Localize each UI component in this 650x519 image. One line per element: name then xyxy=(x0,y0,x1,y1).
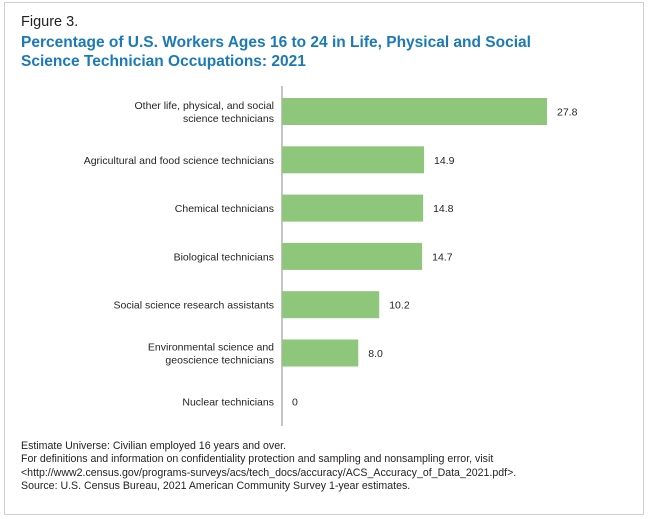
data-label: 0 xyxy=(292,396,298,408)
bar xyxy=(282,194,424,222)
category-label: Agricultural and food science technician… xyxy=(84,155,274,167)
figure-label: Figure 3. xyxy=(21,14,79,30)
category-label: Nuclear technicians xyxy=(182,396,274,408)
category-label: geoscience technicians xyxy=(165,355,274,367)
chart-title-line-1: Percentage of U.S. Workers Ages 16 to 24… xyxy=(21,34,531,51)
bar xyxy=(282,242,423,270)
chart-notes: Estimate Universe: Civilian employed 16 … xyxy=(21,440,516,494)
bar xyxy=(282,146,425,174)
chart-title: Percentage of U.S. Workers Ages 16 to 24… xyxy=(21,33,621,71)
category-label: Environmental science and xyxy=(148,342,274,354)
chart-title-line-2: Science Technician Occupations: 2021 xyxy=(21,53,306,70)
bar xyxy=(282,291,380,319)
category-label: Chemical technicians xyxy=(175,203,274,215)
bar-chart: 27.8 Other life, physical, and socialscie… xyxy=(84,86,578,426)
data-label: 27.8 xyxy=(557,107,578,119)
bar xyxy=(282,98,547,125)
category-label: science technicians xyxy=(183,113,274,125)
data-label: 14.8 xyxy=(433,203,454,215)
category-label: Social science research assistants xyxy=(114,300,275,312)
category-label: Other life, physical, and social xyxy=(135,100,274,112)
source-note: Source: U.S. Census Bureau, 2021 America… xyxy=(21,480,411,493)
data-label: 14.7 xyxy=(432,251,453,263)
bar xyxy=(282,339,359,367)
universe-note: Estimate Universe: Civilian employed 16 … xyxy=(21,440,286,452)
category-label: Biological technicians xyxy=(174,251,274,263)
data-label: 14.9 xyxy=(434,155,455,167)
definitions-note: For definitions and information on confi… xyxy=(21,453,494,466)
data-label: 10.2 xyxy=(389,300,410,312)
definitions-url: <http://www2.census.gov/programs-surveys… xyxy=(21,466,517,479)
data-label: 8.0 xyxy=(368,348,383,360)
